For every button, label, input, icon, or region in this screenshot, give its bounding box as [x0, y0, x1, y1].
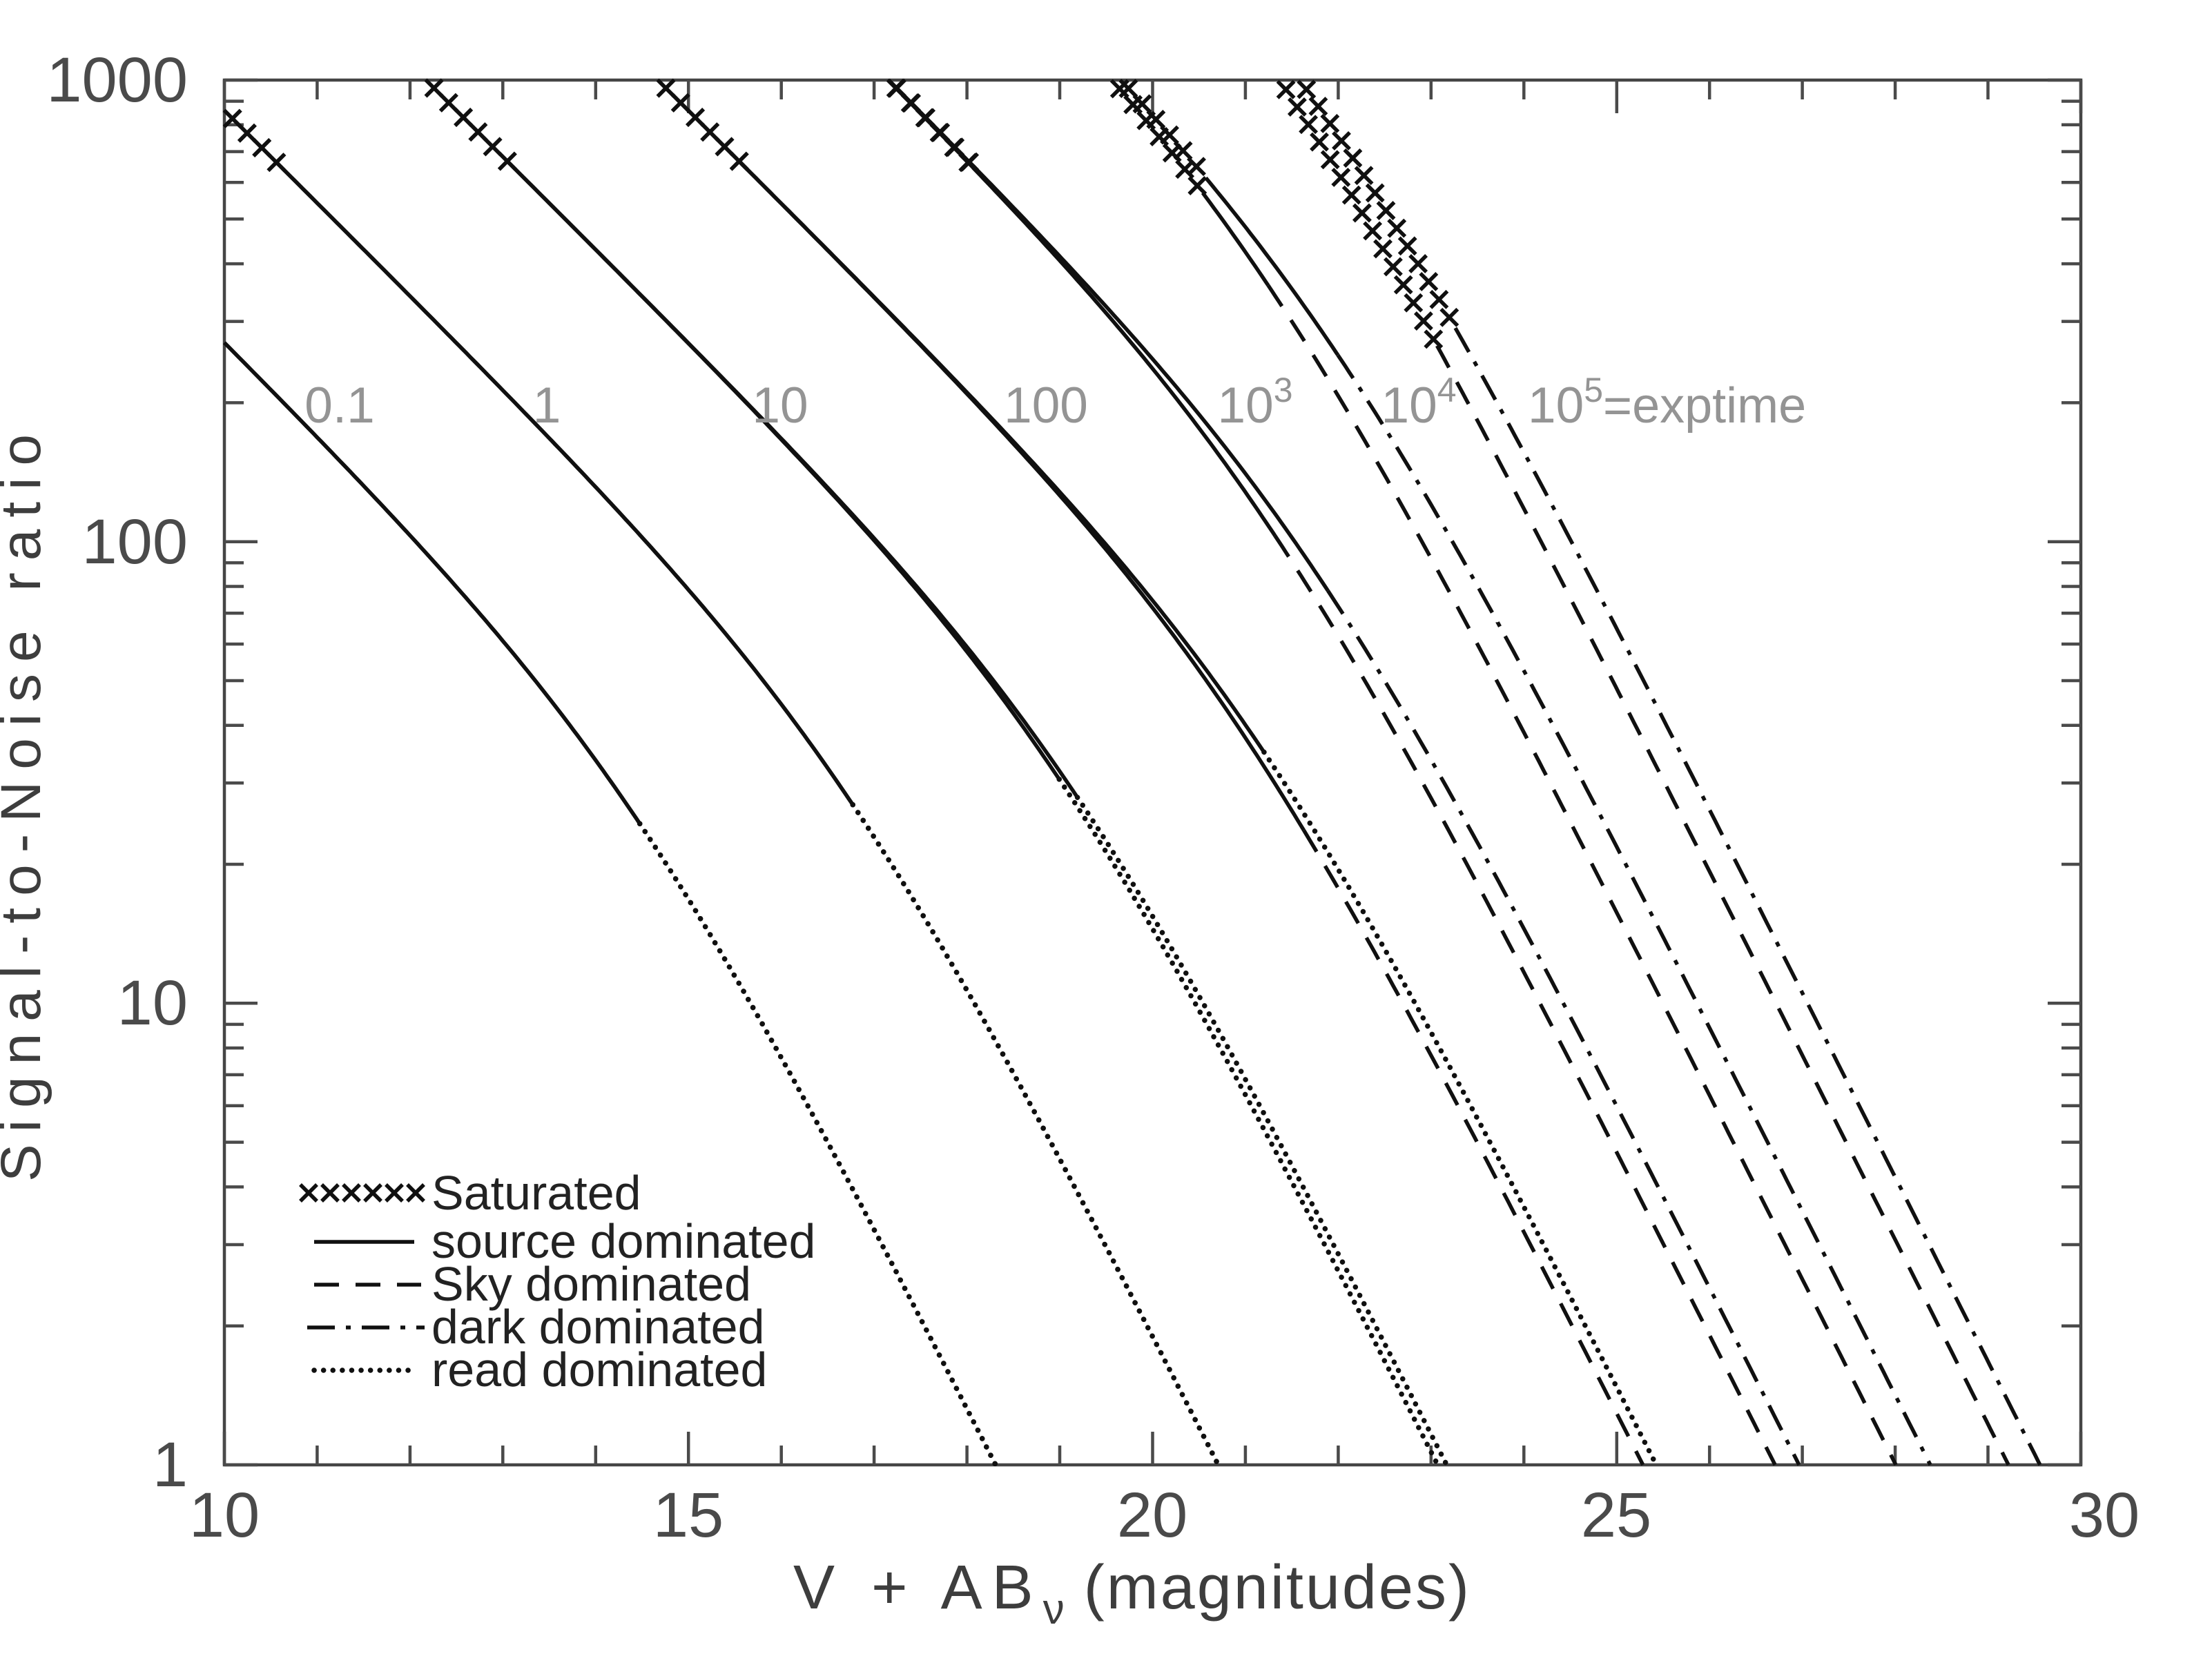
svg-text:104: 104 [1381, 371, 1456, 434]
svg-text:1: 1 [533, 378, 561, 434]
svg-text:Saturated: Saturated [431, 1166, 641, 1220]
svg-text:10: 10 [117, 968, 188, 1038]
svg-text:V + ABν (magnitudes): V + ABν (magnitudes) [793, 1553, 1471, 1633]
svg-text:25: 25 [1581, 1480, 1651, 1550]
svg-text:Sky dominated: Sky dominated [431, 1257, 751, 1311]
svg-text:105=exptime: 105=exptime [1528, 371, 1806, 434]
svg-text:source dominated: source dominated [431, 1214, 815, 1268]
svg-text:read dominated: read dominated [431, 1343, 767, 1397]
svg-text:100: 100 [82, 507, 188, 577]
svg-text:dark dominated: dark dominated [431, 1300, 765, 1354]
svg-text:10: 10 [752, 378, 808, 434]
svg-text:20: 20 [1117, 1480, 1187, 1550]
svg-text:100: 100 [1004, 378, 1088, 434]
svg-text:15: 15 [653, 1480, 724, 1550]
svg-text:30: 30 [2069, 1480, 2140, 1550]
svg-text:Signal-to-Noise ratio: Signal-to-Noise ratio [0, 422, 52, 1182]
svg-text:10: 10 [189, 1480, 260, 1550]
svg-text:103: 103 [1217, 371, 1292, 434]
svg-text:1: 1 [153, 1430, 188, 1500]
svg-text:0.1: 0.1 [304, 378, 374, 434]
svg-text:1000: 1000 [46, 45, 188, 115]
